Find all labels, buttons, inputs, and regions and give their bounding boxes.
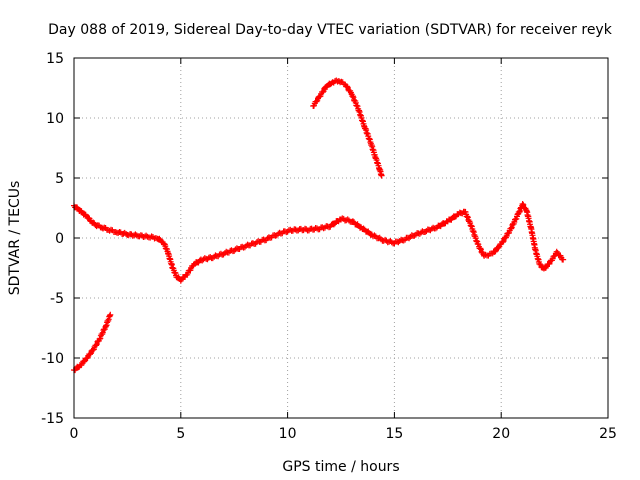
y-tick-label: 15 <box>46 51 64 67</box>
x-tick-label: 20 <box>492 426 510 442</box>
tick-label-layer: 0 5 10 15 20 25 -15 -10 -5 0 5 10 15 <box>41 51 617 442</box>
plot-frame <box>73 57 609 419</box>
y-axis-title: SDTVAR / TECUs <box>7 181 23 296</box>
x-tick-label: 5 <box>176 426 185 442</box>
x-tick-label: 25 <box>599 426 617 442</box>
y-tick-label: -5 <box>50 291 64 307</box>
series-layer <box>71 77 567 374</box>
x-tick-label: 0 <box>70 426 79 442</box>
grid-layer <box>74 58 608 418</box>
x-tick-label: 15 <box>385 426 403 442</box>
y-tick-label: 5 <box>55 171 64 187</box>
x-axis-title: GPS time / hours <box>282 459 399 475</box>
y-tick-label: -15 <box>41 411 64 427</box>
chart-title: Day 088 of 2019, Sidereal Day-to-day VTE… <box>48 22 613 38</box>
series-upper-arc-trace <box>310 77 385 179</box>
y-tick-label: -10 <box>41 351 64 367</box>
y-tick-label: 0 <box>55 231 64 247</box>
y-tick-label: 10 <box>46 111 64 127</box>
x-tick-label: 10 <box>279 426 297 442</box>
